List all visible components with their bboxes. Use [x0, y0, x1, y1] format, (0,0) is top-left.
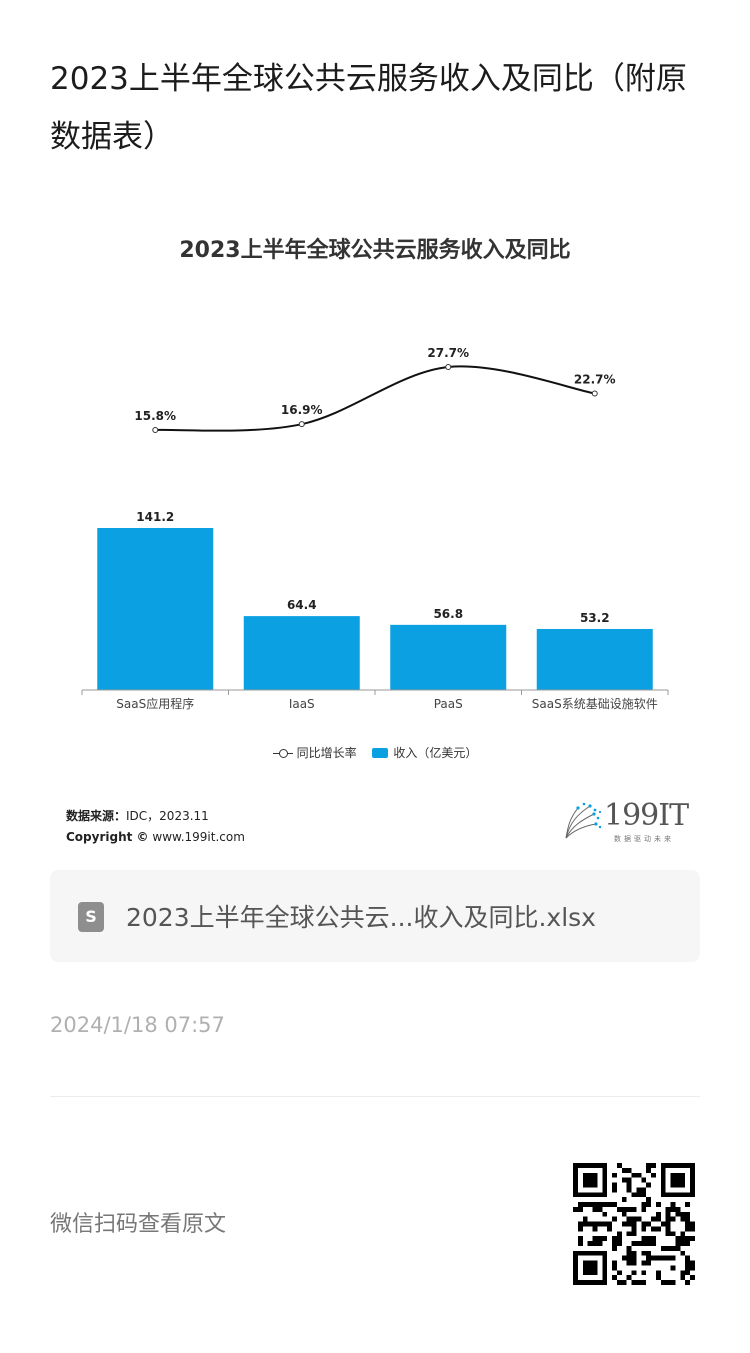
chart-legend: 同比增长率 收入（亿美元） — [0, 744, 750, 761]
legend-item-revenue: 收入（亿美元） — [372, 744, 477, 761]
copyright-label: Copyright © — [66, 830, 149, 844]
bar-1 — [243, 616, 360, 690]
source-label: 数据来源： — [66, 809, 127, 823]
dandelion-icon — [565, 802, 602, 839]
x-tick-label: SaaS应用程序 — [116, 696, 194, 711]
source-note: 数据来源：IDC，2023.11 Copyright © www.199it.c… — [66, 806, 245, 848]
brand-logo: 199IT 数据驱动未来 — [560, 798, 700, 848]
legend-bar-marker — [372, 747, 389, 758]
brand-text: 199IT — [604, 798, 689, 833]
legend-label-revenue: 收入（亿美元） — [393, 746, 478, 760]
source-text: IDC，2023.11 — [126, 809, 209, 823]
x-tick-label: SaaS系统基础设施软件 — [532, 697, 658, 711]
bar-value-label: 56.8 — [433, 607, 463, 621]
publish-timestamp: 2024/1/18 07:57 — [50, 1013, 225, 1037]
growth-point-2 — [445, 364, 452, 370]
legend-label-growth: 同比增长率 — [296, 746, 357, 760]
qr-hint: 微信扫码查看原文 — [50, 1212, 227, 1237]
growth-point-0 — [152, 427, 159, 433]
bar-value-label: 64.4 — [287, 598, 317, 612]
growth-value-label: 16.9% — [281, 403, 323, 417]
copyright-text: www.199it.com — [152, 830, 245, 844]
line-layer: 15.8% 16.9% 27.7% 22.7% — [134, 346, 616, 433]
chart-title: 2023上半年全球公共云服务收入及同比 — [179, 238, 571, 263]
growth-value-label: 15.8% — [134, 409, 176, 423]
bars-layer: 141.2 64.4 56.8 53.2 — [97, 510, 653, 690]
document-icon: S — [78, 902, 104, 932]
x-tick-label: IaaS — [289, 697, 315, 711]
growth-point-1 — [298, 421, 305, 428]
bar-2 — [390, 624, 507, 690]
growth-value-label: 22.7% — [574, 372, 616, 386]
bar-0 — [97, 528, 214, 690]
attachment-card[interactable]: S 2023上半年全球公共云...收入及同比.xlsx — [50, 870, 700, 962]
bar-value-label: 53.2 — [580, 611, 610, 625]
article-title: 2023上半年全球公共云服务收入及同比（附原数据表） — [50, 61, 687, 155]
bar-3 — [536, 628, 653, 690]
qr-code-icon[interactable] — [573, 1163, 695, 1285]
legend-item-growth: 同比增长率 — [272, 744, 357, 761]
growth-value-label: 27.7% — [427, 346, 469, 360]
legend-line-marker — [272, 748, 293, 758]
growth-line — [155, 365, 595, 432]
divider — [50, 1096, 700, 1097]
x-tick-label: PaaS — [434, 697, 463, 711]
x-axis: SaaS应用程序 IaaS PaaS SaaS系统基础设施软件 — [81, 689, 669, 711]
attachment-filename[interactable]: 2023上半年全球公共云...收入及同比.xlsx — [126, 903, 596, 932]
brand-tagline: 数据驱动未来 — [614, 835, 674, 843]
growth-point-3 — [591, 390, 598, 397]
bar-value-label: 141.2 — [136, 510, 174, 524]
